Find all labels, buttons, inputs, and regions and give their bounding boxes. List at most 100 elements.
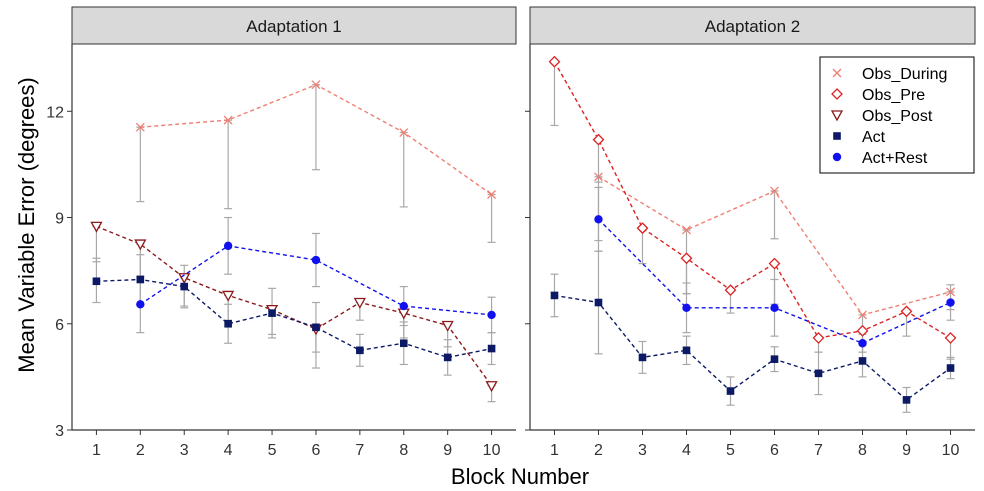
data-point-act-rest <box>770 303 779 313</box>
data-point-act <box>92 277 101 286</box>
legend-label: Obs_Pre <box>862 87 925 104</box>
panel-strip <box>529 6 976 45</box>
data-point-act <box>399 339 408 348</box>
y-tick-label: 3 <box>55 423 64 440</box>
data-point-act-rest <box>311 255 321 265</box>
data-point-obs-during <box>682 225 691 235</box>
legend-item-obs-during: Obs_During <box>832 66 947 83</box>
data-point-act <box>638 353 647 362</box>
legend: Obs_During Obs_Pre Obs_Post Act Act+Rest <box>819 56 975 174</box>
series-act <box>92 275 496 362</box>
data-point-act-rest <box>594 215 603 224</box>
error-bar-obs-during <box>487 193 496 243</box>
x-tick-label: 1 <box>550 442 559 459</box>
data-point-act <box>814 369 823 378</box>
x-tick-label: 1 <box>92 442 101 459</box>
data-point-obs-during <box>946 287 955 297</box>
data-point-act <box>136 275 145 284</box>
series-line-obs-post <box>96 225 493 387</box>
data-point-act <box>726 387 735 395</box>
data-point-act <box>902 396 911 404</box>
legend-label: Obs_During <box>862 66 947 83</box>
data-point-obs-during <box>135 122 145 132</box>
x-tick-label: 10 <box>483 442 501 459</box>
x-tick-label: 9 <box>443 442 452 459</box>
error-bar-obs-during <box>770 190 779 240</box>
data-point-obs-pre <box>900 305 913 318</box>
x-tick-label: 10 <box>942 442 960 459</box>
series-act <box>550 291 955 404</box>
data-point-obs-pre <box>548 55 561 68</box>
legend-label: Act+Rest <box>862 150 928 167</box>
series-obs-during <box>594 172 955 320</box>
x-tick-label: 7 <box>355 442 364 459</box>
data-point-obs-during <box>399 128 409 137</box>
series-obs-pre <box>548 55 957 344</box>
error-bar-obs-pre <box>550 61 559 127</box>
legend-marker <box>833 132 841 140</box>
data-point-obs-during <box>223 115 233 125</box>
data-point-obs-pre <box>944 332 957 344</box>
series-act-rest <box>594 215 955 348</box>
y-tick-label: 9 <box>55 211 64 228</box>
legend-marker <box>830 110 844 122</box>
legend-marker <box>832 68 842 78</box>
data-point-act <box>770 355 779 363</box>
data-point-act-rest <box>223 241 233 251</box>
series-obs-during <box>135 80 497 199</box>
legend-item-obs-post: Obs_Post <box>830 108 933 125</box>
data-point-obs-pre <box>856 324 869 337</box>
data-point-act <box>858 357 867 365</box>
x-tick-label: 2 <box>594 442 603 459</box>
legend-label: Obs_Post <box>862 108 933 125</box>
data-point-obs-during <box>311 80 321 90</box>
legend-item-obs-pre: Obs_Pre <box>831 87 925 104</box>
legend-label: Act <box>862 129 886 146</box>
legend-item-act-rest: Act+Rest <box>832 150 928 167</box>
error-bar-obs-during <box>399 131 408 208</box>
x-tick-label: 4 <box>682 442 691 459</box>
data-point-act <box>594 298 603 307</box>
data-point-act <box>356 346 364 355</box>
x-axis-title: Block Number <box>451 464 589 489</box>
data-point-act <box>268 309 276 317</box>
error-bar-obs-pre <box>594 139 603 183</box>
data-point-obs-post <box>353 297 366 309</box>
data-point-obs-pre <box>768 257 781 270</box>
data-point-act <box>682 346 691 355</box>
data-point-obs-pre <box>724 284 737 297</box>
error-bar-obs-during <box>224 119 233 210</box>
x-tick-label: 9 <box>902 442 911 459</box>
data-point-obs-pre <box>812 332 825 344</box>
data-point-obs-during <box>594 172 603 182</box>
y-tick-label: 6 <box>55 317 64 334</box>
data-point-obs-during <box>487 190 497 199</box>
panel-title: Adaptation 1 <box>246 17 341 36</box>
series-line-act <box>96 278 492 359</box>
data-point-act <box>312 323 320 332</box>
data-point-obs-pre <box>592 133 605 146</box>
x-tick-label: 5 <box>268 442 277 459</box>
data-point-act <box>180 282 189 291</box>
data-point-obs-post <box>222 290 235 302</box>
data-point-obs-pre <box>636 222 649 235</box>
panel-title: Adaptation 2 <box>705 17 800 36</box>
data-point-act <box>224 319 232 328</box>
data-point-act-rest <box>682 303 691 313</box>
panel-strip <box>71 6 517 45</box>
data-point-obs-post <box>485 381 498 393</box>
data-point-obs-post <box>134 239 147 251</box>
data-point-obs-post <box>90 221 103 233</box>
series-line-act-rest <box>139 245 492 316</box>
x-tick-label: 6 <box>312 442 321 459</box>
x-tick-label: 8 <box>399 442 408 459</box>
error-bar-obs-during <box>311 84 320 171</box>
legend-item-act: Act <box>833 129 886 146</box>
data-point-obs-during <box>858 310 867 320</box>
x-tick-label: 2 <box>136 442 145 459</box>
series-line-act <box>554 294 951 401</box>
data-point-obs-pre <box>680 252 693 265</box>
x-tick-label: 4 <box>224 442 233 459</box>
